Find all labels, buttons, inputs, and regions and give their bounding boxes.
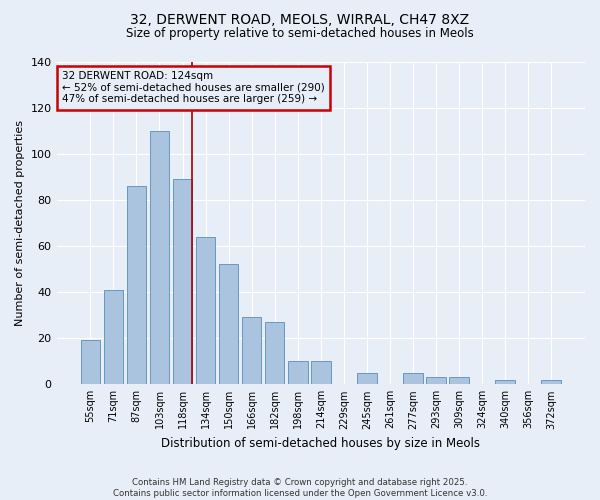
Text: Size of property relative to semi-detached houses in Meols: Size of property relative to semi-detach…	[126, 28, 474, 40]
Bar	[196, 236, 215, 384]
Bar	[219, 264, 238, 384]
Bar	[426, 378, 446, 384]
Text: Contains HM Land Registry data © Crown copyright and database right 2025.
Contai: Contains HM Land Registry data © Crown c…	[113, 478, 487, 498]
X-axis label: Distribution of semi-detached houses by size in Meols: Distribution of semi-detached houses by …	[161, 437, 480, 450]
Bar	[80, 340, 100, 384]
Bar	[449, 378, 469, 384]
Bar	[288, 361, 308, 384]
Y-axis label: Number of semi-detached properties: Number of semi-detached properties	[15, 120, 25, 326]
Bar	[242, 318, 262, 384]
Bar	[104, 290, 123, 384]
Bar	[127, 186, 146, 384]
Bar	[173, 179, 193, 384]
Bar	[357, 373, 377, 384]
Bar	[311, 361, 331, 384]
Text: 32 DERWENT ROAD: 124sqm
← 52% of semi-detached houses are smaller (290)
47% of s: 32 DERWENT ROAD: 124sqm ← 52% of semi-de…	[62, 71, 325, 104]
Bar	[265, 322, 284, 384]
Bar	[149, 130, 169, 384]
Bar	[403, 373, 423, 384]
Bar	[541, 380, 561, 384]
Text: 32, DERWENT ROAD, MEOLS, WIRRAL, CH47 8XZ: 32, DERWENT ROAD, MEOLS, WIRRAL, CH47 8X…	[130, 12, 470, 26]
Bar	[496, 380, 515, 384]
